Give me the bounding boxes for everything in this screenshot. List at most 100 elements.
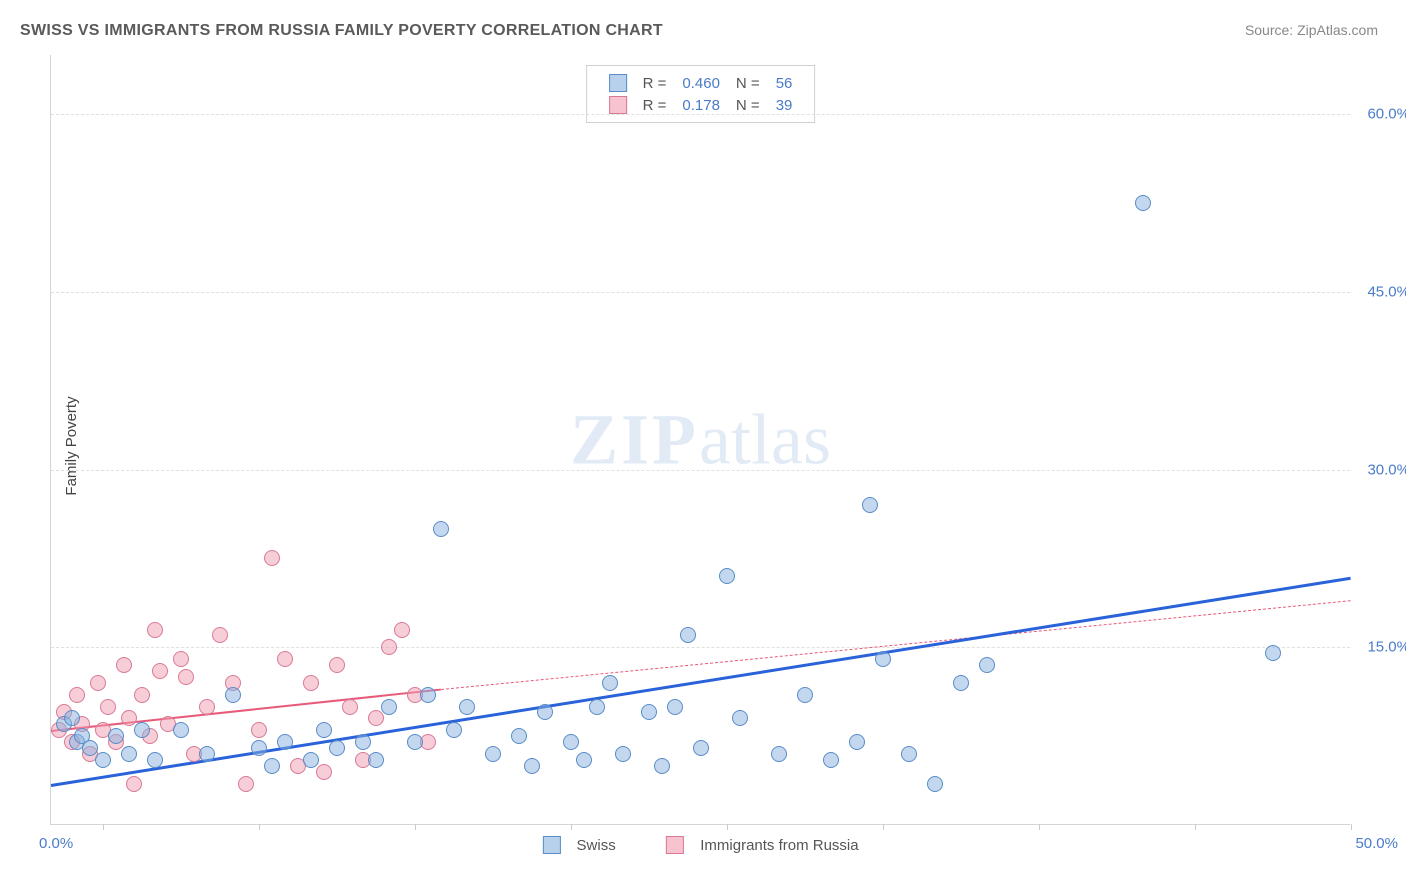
data-point [329,740,345,756]
data-point [732,710,748,726]
data-point [238,776,254,792]
legend-swatch-swiss-bottom [542,836,560,854]
data-point [316,722,332,738]
legend-series: Swiss Immigrants from Russia [536,836,864,854]
data-point [147,622,163,638]
data-point [178,669,194,685]
y-tick-label: 30.0% [1355,461,1406,478]
x-tick-mark [1039,824,1040,830]
data-point [485,746,501,762]
data-point [212,627,228,643]
data-point [108,728,124,744]
data-point [69,687,85,703]
data-point [797,687,813,703]
data-point [602,675,618,691]
data-point [680,627,696,643]
data-point [316,764,332,780]
chart-container: SWISS VS IMMIGRANTS FROM RUSSIA FAMILY P… [0,0,1406,892]
x-tick-mark [1351,824,1352,830]
data-point [420,687,436,703]
chart-title: SWISS VS IMMIGRANTS FROM RUSSIA FAMILY P… [20,22,663,40]
data-point [667,699,683,715]
data-point [368,710,384,726]
data-point [459,699,475,715]
legend-row-swiss: R = 0.460 N = 56 [601,72,801,94]
data-point [225,687,241,703]
x-tick-mark [1195,824,1196,830]
data-point [953,675,969,691]
legend-row-russia: R = 0.178 N = 39 [601,94,801,116]
x-tick-right: 50.0% [1355,835,1398,852]
data-point [277,734,293,750]
data-point [693,740,709,756]
data-point [64,710,80,726]
data-point [823,752,839,768]
x-tick-mark [571,824,572,830]
data-point [1265,645,1281,661]
data-point [654,758,670,774]
y-tick-label: 45.0% [1355,283,1406,300]
data-point [862,497,878,513]
data-point [901,746,917,762]
data-point [927,776,943,792]
data-point [979,657,995,673]
data-point [589,699,605,715]
x-tick-mark [727,824,728,830]
data-point [1135,195,1151,211]
legend-swatch-russia-bottom [666,836,684,854]
data-point [90,675,106,691]
grid-line [51,292,1350,293]
data-point [446,722,462,738]
data-point [511,728,527,744]
watermark: ZIPatlas [570,398,831,481]
data-point [875,651,891,667]
data-point [355,734,371,750]
legend-swatch-swiss [609,74,627,92]
data-point [849,734,865,750]
y-tick-label: 15.0% [1355,639,1406,656]
data-point [303,675,319,691]
data-point [771,746,787,762]
data-point [329,657,345,673]
data-point [342,699,358,715]
data-point [199,746,215,762]
data-point [303,752,319,768]
data-point [116,657,132,673]
data-point [147,752,163,768]
data-point [121,746,137,762]
legend-swatch-russia [609,96,627,114]
x-tick-mark [883,824,884,830]
data-point [264,550,280,566]
data-point [277,651,293,667]
x-tick-mark [103,824,104,830]
data-point [152,663,168,679]
data-point [134,687,150,703]
data-point [719,568,735,584]
data-point [381,639,397,655]
x-tick-mark [415,824,416,830]
data-point [173,651,189,667]
data-point [537,704,553,720]
data-point [100,699,116,715]
y-tick-label: 60.0% [1355,106,1406,123]
data-point [121,710,137,726]
data-point [381,699,397,715]
data-point [394,622,410,638]
source-attribution: Source: ZipAtlas.com [1245,22,1378,38]
data-point [251,740,267,756]
data-point [173,722,189,738]
x-tick-left: 0.0% [39,835,73,852]
data-point [199,699,215,715]
data-point [563,734,579,750]
data-point [126,776,142,792]
data-point [82,740,98,756]
data-point [433,521,449,537]
data-point [615,746,631,762]
x-tick-mark [259,824,260,830]
data-point [576,752,592,768]
data-point [368,752,384,768]
grid-line [51,647,1350,648]
data-point [251,722,267,738]
plot-area: ZIPatlas R = 0.460 N = 56 R = 0.178 N = … [50,55,1350,825]
data-point [524,758,540,774]
